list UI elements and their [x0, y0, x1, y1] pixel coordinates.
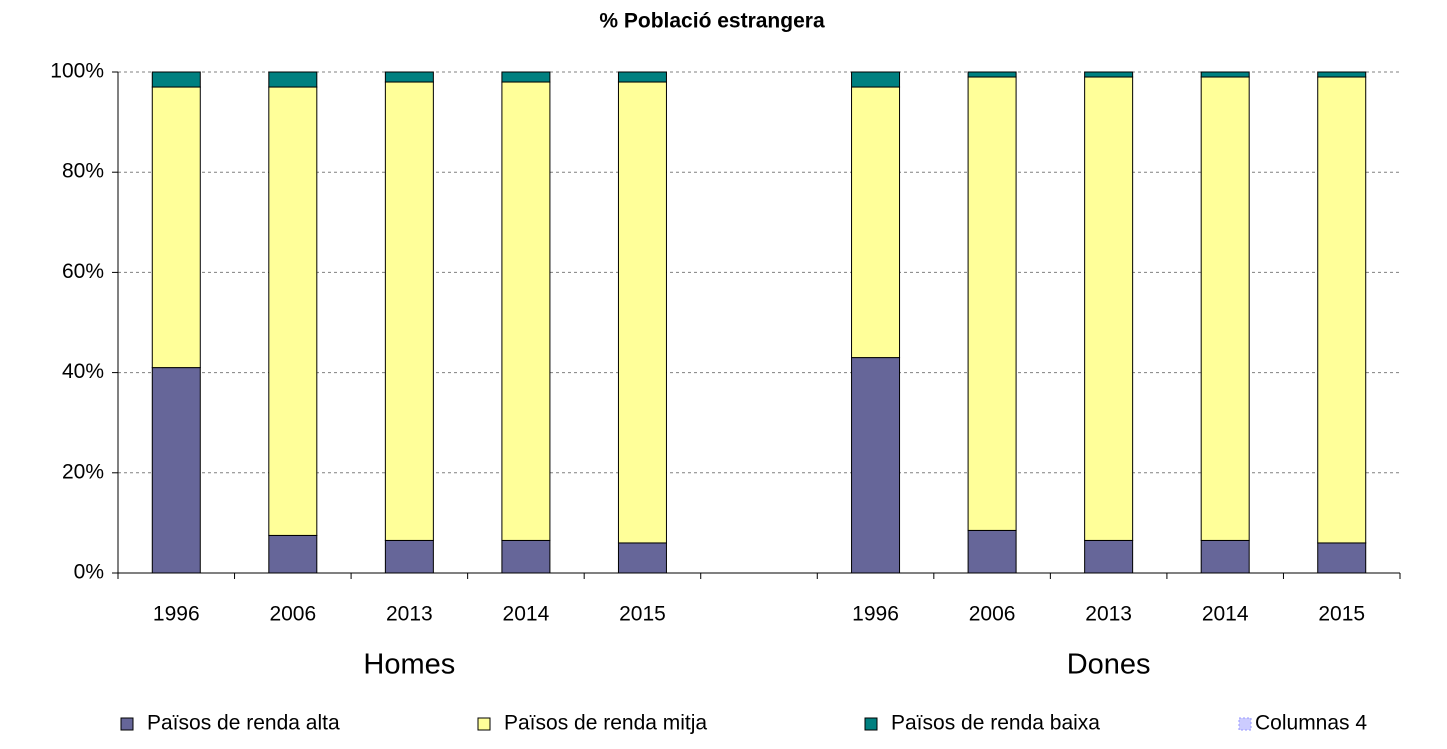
x-tick-label: 1996: [852, 603, 899, 626]
x-tick-label: 2014: [1202, 603, 1249, 626]
x-tick-label: 2015: [619, 603, 666, 626]
legend-label: Països de renda alta: [147, 712, 340, 735]
legend-swatch: [1238, 717, 1252, 731]
bar-segment: [501, 81, 551, 541]
bar-segment: [1317, 71, 1367, 78]
group-label: Homes: [363, 649, 455, 681]
bar-segment: [1317, 542, 1367, 574]
bar-segment: [851, 86, 901, 359]
y-tick-label: 20%: [62, 460, 104, 483]
bar-segment: [151, 86, 201, 369]
bar-segment: [1084, 539, 1134, 574]
legend-swatch: [477, 717, 491, 731]
bar-segment: [501, 71, 551, 83]
bar-segment: [151, 71, 201, 88]
bar-segment: [1200, 539, 1250, 574]
legend-label: Columnas 4: [1255, 712, 1367, 735]
bar-segment: [617, 71, 667, 83]
x-tick-label: 2006: [269, 603, 316, 626]
y-tick-label: 60%: [62, 260, 104, 283]
x-tick-label: 2015: [1318, 603, 1365, 626]
bar-segment: [268, 71, 318, 88]
x-tick-label: 2013: [1085, 603, 1132, 626]
legend-swatch: [120, 717, 134, 731]
bar-segment: [967, 76, 1017, 531]
bar-segment: [967, 71, 1017, 78]
bar-segment: [1200, 71, 1250, 78]
bar-segment: [1084, 76, 1134, 541]
legend-swatch: [864, 717, 878, 731]
x-tick-label: 2013: [386, 603, 433, 626]
chart-title: % Població estrangera: [599, 10, 825, 33]
bar-segment: [268, 86, 318, 536]
bar-segment: [967, 529, 1017, 574]
y-tick-label: 40%: [62, 360, 104, 383]
bar-segment: [1200, 76, 1250, 541]
bar-segment: [1317, 76, 1367, 544]
bar-segment: [851, 357, 901, 574]
group-label: Dones: [1067, 649, 1151, 681]
x-tick-label: 1996: [153, 603, 200, 626]
y-tick-label: 0%: [74, 561, 104, 584]
bar-segment: [1084, 71, 1134, 78]
x-tick-label: 2006: [969, 603, 1016, 626]
y-tick-label: 80%: [62, 160, 104, 183]
bar-segment: [617, 81, 667, 544]
bar-segment: [851, 71, 901, 88]
bar-segment: [268, 534, 318, 574]
x-tick-label: 2014: [503, 603, 550, 626]
bar-segment: [384, 539, 434, 574]
bar-segment: [501, 539, 551, 574]
legend-label: Països de renda mitja: [504, 712, 707, 735]
bar-segment: [384, 71, 434, 83]
y-tick-label: 100%: [50, 60, 104, 83]
legend-label: Països de renda baixa: [891, 712, 1100, 735]
bar-segment: [384, 81, 434, 541]
bar-segment: [617, 542, 667, 574]
bar-segment: [151, 367, 201, 574]
